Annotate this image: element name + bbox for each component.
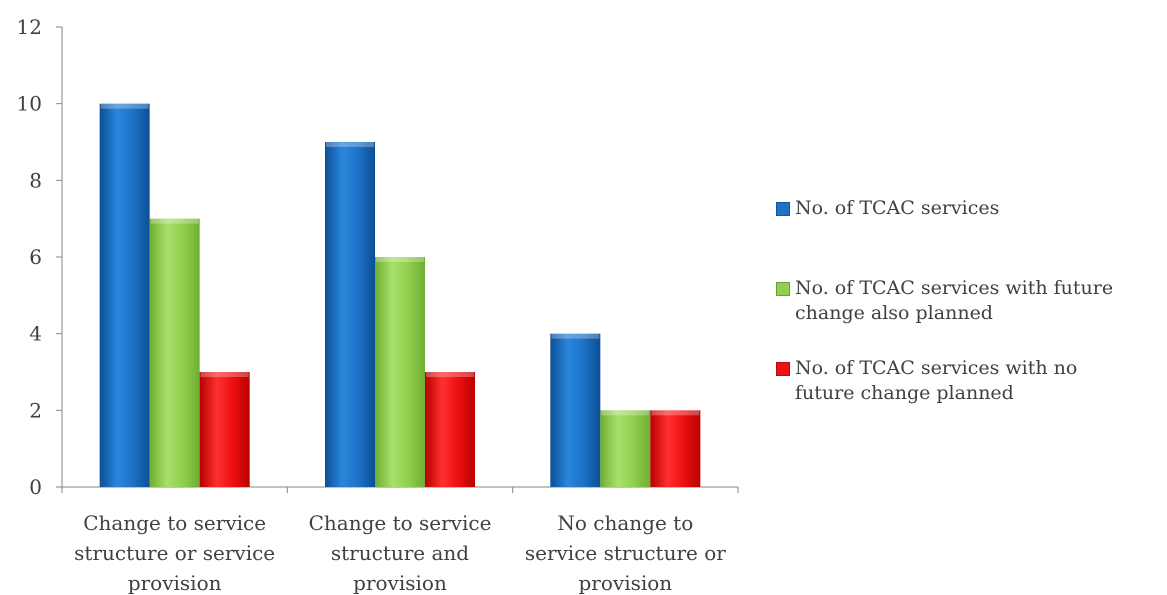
x-tick-label: structure and (331, 541, 469, 565)
legend-label-line: No. of TCAC services (795, 197, 1000, 219)
x-tick-label: provision (578, 571, 672, 595)
x-tick-label: service structure or (525, 541, 726, 565)
y-tick-label: 4 (29, 322, 42, 346)
y-tick-label: 8 (29, 168, 42, 192)
legend-item: No. of TCAC services with future change a… (776, 276, 1113, 326)
bar-highlight (551, 333, 600, 339)
bar-highlight (200, 372, 249, 377)
axis-labels: 0 2 4 6 8 10 12 Change to service structure or s… (17, 15, 727, 595)
bar (600, 410, 651, 487)
y-tick-label: 6 (29, 245, 42, 269)
x-tick-label: structure or service (74, 541, 275, 565)
bar (650, 410, 701, 487)
bar-highlight (601, 410, 650, 416)
legend-swatch (776, 202, 790, 216)
x-tick-label: provision (128, 571, 222, 595)
bars (99, 103, 701, 488)
bar (375, 257, 425, 487)
legend-label-line: No. of TCAC services with no (795, 357, 1078, 379)
x-tick-label: No change to (557, 511, 693, 535)
y-tick-label: 10 (17, 92, 42, 116)
y-tick-label: 12 (17, 15, 42, 39)
bar-highlight (651, 410, 700, 416)
legend-swatch (776, 362, 790, 376)
y-tick-label: 0 (29, 475, 42, 499)
bar-highlight (100, 103, 149, 109)
bar (325, 142, 375, 487)
legend-label: No. of TCAC services with no future chang… (795, 356, 1077, 406)
bar (425, 372, 475, 487)
legend-item: No. of TCAC services (776, 196, 999, 221)
legend-label-line: No. of TCAC services with future (795, 277, 1114, 299)
x-tick-label: provision (353, 571, 447, 595)
x-tick-label: Change to service (83, 511, 266, 535)
bar-highlight (376, 257, 424, 262)
legend-label: No. of TCAC services (795, 196, 999, 221)
bar-highlight (150, 218, 199, 224)
legend-label: No. of TCAC services with future change a… (795, 276, 1113, 326)
bar (99, 103, 150, 488)
bar (149, 218, 200, 487)
bar-highlight (326, 142, 374, 147)
x-tick-label: Change to service (309, 511, 492, 535)
y-tick-label: 2 (29, 398, 42, 422)
legend-swatch (776, 282, 790, 296)
legend-item: No. of TCAC services with no future chang… (776, 356, 1077, 406)
bar-highlight (426, 372, 474, 377)
legend-label-line: change also planned (795, 302, 993, 324)
bar (199, 372, 250, 487)
legend-label-line: future change planned (795, 382, 1014, 404)
bar (550, 333, 601, 487)
